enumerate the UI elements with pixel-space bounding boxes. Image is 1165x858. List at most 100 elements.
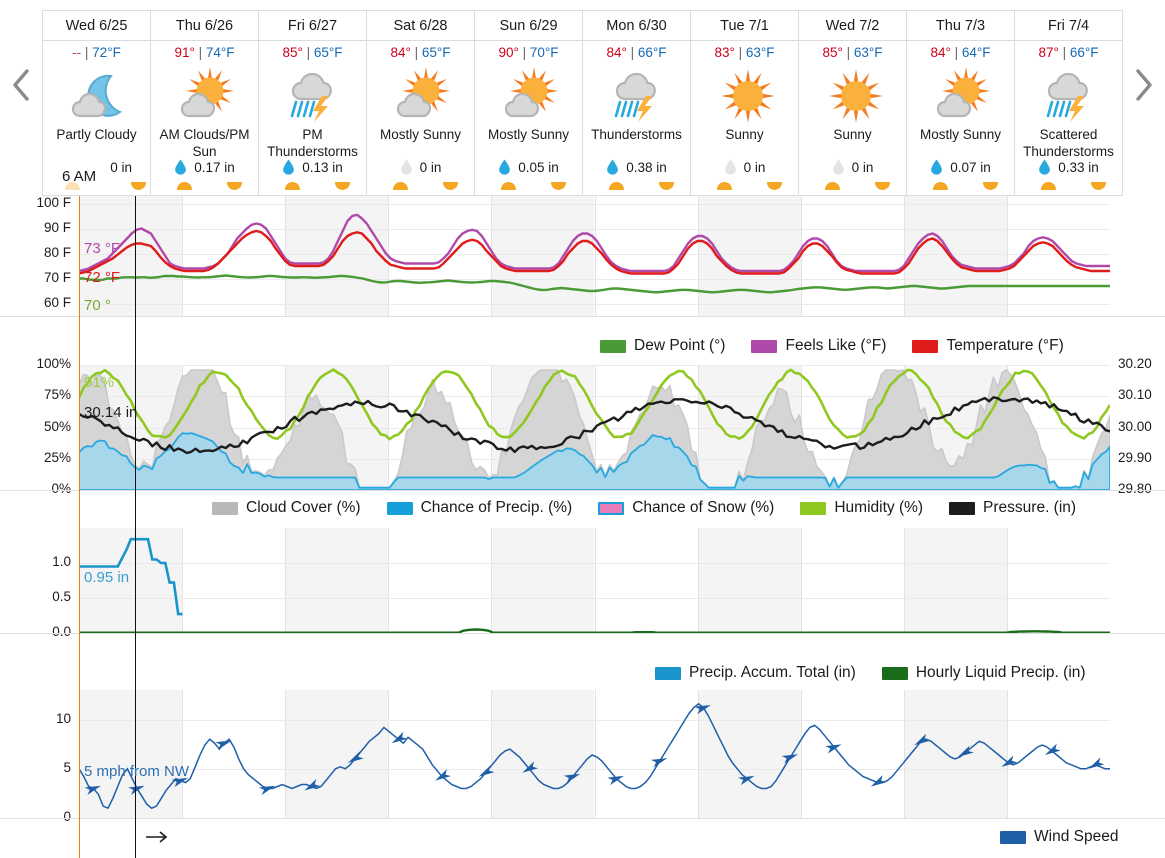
wind-direction-barb-icon	[1001, 755, 1018, 767]
day-precipitation: 0.38 in	[583, 159, 690, 175]
day-gridline	[800, 528, 802, 633]
legend-swatch	[598, 501, 625, 515]
previous-days-button[interactable]	[0, 60, 42, 110]
day-temperatures: 87° | 66°F	[1038, 41, 1098, 65]
day-column[interactable]: Thu 7/3 84° | 64°F Mostly Sunny 0.07 in	[907, 11, 1015, 195]
y-axis-tick-label: 100 F	[36, 194, 71, 210]
day-column[interactable]: Fri 7/4 87° | 66°F Scattered Thunderstor…	[1015, 11, 1122, 195]
wind-direction-barb-icon	[435, 769, 451, 781]
temperature-legend: Dew Point (°) Feels Like (°F) Temperature …	[600, 337, 1064, 355]
day-precip-amount: 0 in	[110, 159, 132, 175]
wind-chart-series	[79, 702, 1110, 810]
day-column[interactable]: Fri 6/27 85° | 65°F PM Thunderstorms 0.1…	[259, 11, 367, 195]
day-precip-amount: 0.33 in	[1058, 159, 1099, 175]
day-condition: Mostly Sunny	[919, 127, 1002, 142]
wind-direction-barb-icon	[781, 754, 799, 764]
day-low: 66°F	[1069, 45, 1099, 60]
legend-item[interactable]: Temperature (°F)	[912, 337, 1064, 355]
legend-item[interactable]: Pressure. (in)	[949, 499, 1076, 517]
day-column[interactable]: Sat 6/28 84° | 65°F Mostly Sunny 0 in	[367, 11, 475, 195]
precip-drop-icon	[499, 159, 511, 175]
wind-chart-plot[interactable]	[79, 690, 1110, 818]
legend-swatch	[751, 339, 778, 353]
conditions-legend: Cloud Cover (%) Chance of Precip. (%) Chan…	[212, 499, 1076, 517]
day-high: 83°	[714, 45, 735, 60]
sunset-marker-icon	[131, 182, 146, 190]
y-axis-tick-label: 5	[63, 759, 71, 775]
day-precipitation: 0 in	[367, 159, 474, 175]
value-gridline	[79, 279, 1110, 280]
legend-label: Precip. Accum. Total (in)	[689, 664, 856, 681]
day-column[interactable]: Thu 6/26 91° | 74°F AM Clouds/PM Sun 0.1…	[151, 11, 259, 195]
conditions-chart-plot[interactable]	[79, 365, 1110, 490]
sunset-marker-icon	[335, 182, 350, 190]
legend-item[interactable]: Feels Like (°F)	[751, 337, 886, 355]
day-name: Thu 7/3	[907, 11, 1014, 41]
pressure-axis-tick-label: 29.90	[1118, 449, 1152, 465]
legend-item[interactable]: Cloud Cover (%)	[212, 499, 361, 517]
wind-direction-barb-icon	[347, 751, 364, 763]
pressure-axis-tick-label: 30.10	[1118, 387, 1152, 403]
wind-direction-barb-icon	[1088, 757, 1105, 769]
next-days-button[interactable]	[1123, 60, 1165, 110]
precipitation-chart-plot[interactable]	[79, 528, 1110, 633]
legend-item[interactable]: Wind Speed	[1000, 828, 1118, 846]
legend-item[interactable]: Chance of Precip. (%)	[386, 499, 572, 517]
series-hourly-liquid-precip	[79, 628, 1110, 633]
orange-cursor-line[interactable]	[79, 196, 80, 858]
legend-label: Feels Like (°F)	[785, 337, 887, 354]
wind-direction-barb-icon	[128, 785, 145, 795]
legend-item[interactable]: Dew Point (°)	[600, 337, 725, 355]
day-name: Wed 6/25	[43, 11, 150, 41]
day-column[interactable]: Sun 6/29 90° | 70°F Mostly Sunny 0.05 in	[475, 11, 583, 195]
wind-chart	[0, 690, 1165, 830]
precipitation-chart-series	[79, 537, 1110, 633]
day-band	[697, 528, 801, 633]
black-cursor-line[interactable]	[135, 196, 136, 858]
sun-markers	[259, 179, 366, 193]
temp-separator: |	[954, 45, 962, 60]
conditions-chart	[0, 365, 1165, 515]
legend-item[interactable]: Humidity (%)	[800, 499, 923, 517]
day-condition: Mostly Sunny	[487, 127, 570, 142]
day-gridline	[182, 528, 184, 633]
day-low: 70°F	[529, 45, 559, 60]
temperature-chart-plot[interactable]	[79, 196, 1110, 316]
day-name: Wed 7/2	[799, 11, 906, 41]
day-column[interactable]: Tue 7/1 83° | 63°F Sunny 0 in	[691, 11, 799, 195]
day-gridline	[388, 365, 390, 490]
wind-direction-barb-icon	[694, 704, 711, 715]
y-axis-tick-label: 0	[63, 809, 71, 824]
sunny-icon	[821, 66, 885, 124]
wind-direction-barb-icon	[171, 777, 189, 788]
wind-direction-barb-icon	[391, 731, 408, 744]
day-gridline	[1006, 196, 1008, 316]
day-low: 74°F	[205, 45, 235, 60]
day-temperatures: 90° | 70°F	[498, 41, 558, 65]
legend-item[interactable]: Hourly Liquid Precip. (in)	[881, 664, 1086, 682]
day-band	[697, 196, 801, 316]
sun-cloud-icon	[389, 66, 453, 124]
wind-direction-barb-icon	[304, 779, 321, 791]
day-column[interactable]: Mon 6/30 84° | 66°F Thunderstorms 0.38 i…	[583, 11, 691, 195]
legend-item[interactable]: Chance of Snow (%)	[598, 499, 774, 517]
wind-direction-barb-icon	[563, 773, 581, 784]
sun-markers	[583, 179, 690, 193]
day-column[interactable]: Wed 6/25 -- | 72°F Partly Cloudy 0 in	[43, 11, 151, 195]
day-gridline	[285, 690, 287, 818]
day-gridline	[388, 528, 390, 633]
legend-swatch	[949, 501, 976, 515]
day-high: 84°	[606, 45, 627, 60]
annotation-dew-point: 70 °	[84, 297, 111, 314]
annotation-humidity: 91%	[84, 374, 115, 391]
wind-direction-barb-icon	[650, 758, 668, 768]
day-band	[79, 690, 183, 818]
day-high: 85°	[822, 45, 843, 60]
day-column[interactable]: Wed 7/2 85° | 63°F Sunny 0 in	[799, 11, 907, 195]
day-condition: Sunny	[833, 127, 872, 142]
legend-item[interactable]: Precip. Accum. Total (in)	[655, 664, 856, 682]
partly-cloudy-night-icon	[65, 66, 129, 124]
y-axis-tick-label: 0%	[51, 481, 71, 496]
sunrise-marker-icon	[825, 182, 840, 190]
day-band	[491, 196, 595, 316]
